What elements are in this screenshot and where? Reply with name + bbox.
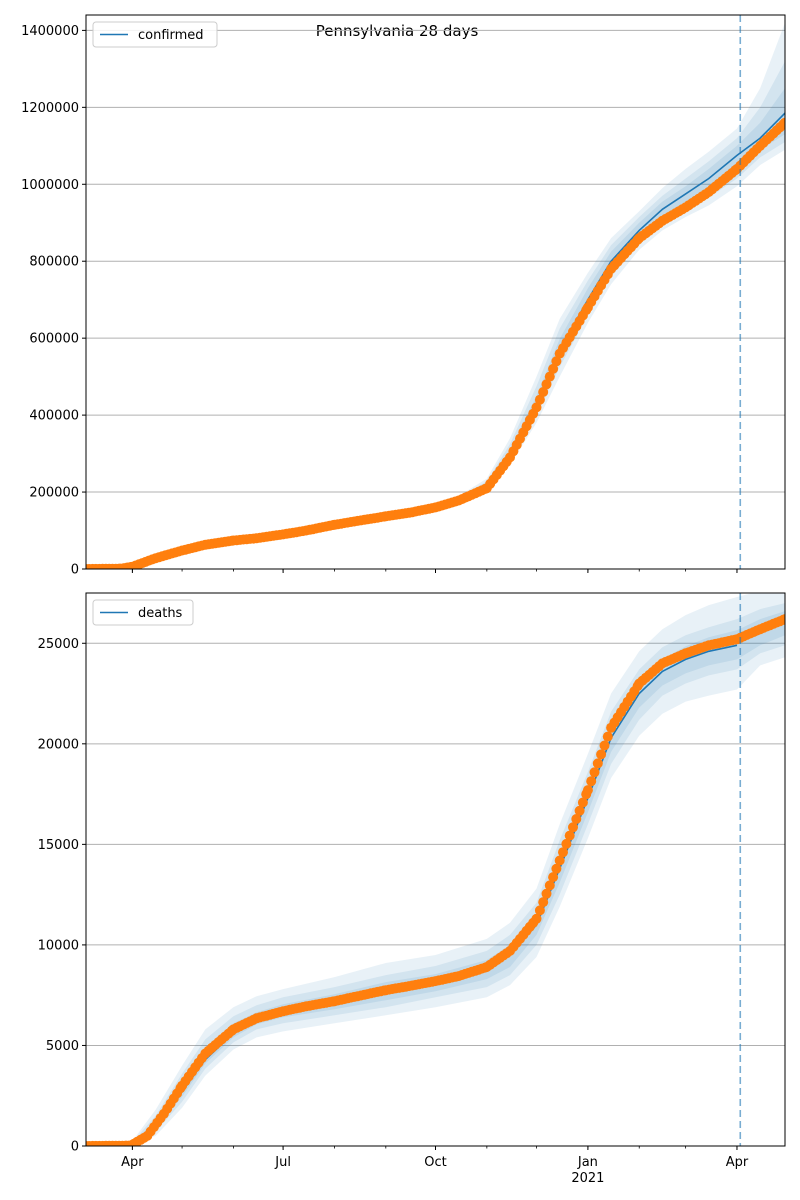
uncertainty-band [435,61,785,509]
observed-point [574,805,585,816]
observed-point [538,387,549,397]
legend-box [92,599,194,626]
legend-label: deaths [138,606,183,621]
x-tick-sublabel: 2021 [571,1171,604,1186]
confirmed-legend: confirmed [92,21,218,48]
y-tick-label: 800000 [29,255,79,270]
observed-point [548,363,559,374]
y-tick-label: 1400000 [21,24,79,39]
observed-point [534,394,545,405]
observed-point [599,740,610,751]
observed-point [561,838,572,849]
legend-box [92,21,218,48]
plot-area [86,22,785,569]
observed-point [571,814,582,824]
y-tick-label: 1200000 [21,101,79,116]
x-tick-label: Apr [121,1155,144,1170]
observed-point [577,797,588,808]
observed-point [541,379,552,390]
y-tick-label: 10000 [38,938,79,953]
deaths-panel: 0 5000 10000 15000 20000 25000 Apr Jul Oct Jan202… [38,592,786,1186]
confirmed-observed-series [86,117,785,569]
confirmed-panel: 0 200000 400000 600000 800000 1000000 1200000 1… [21,14,786,578]
chart-title: Pennsylvania 28 days [316,22,479,40]
observed-point [538,897,549,908]
observed-point [531,913,542,924]
x-tick-label: Oct [424,1155,446,1170]
y-tick-label: 400000 [29,409,79,424]
y-tick-label: 25000 [38,637,79,652]
y-tick-label: 5000 [46,1039,79,1054]
y-tick-label: 0 [71,1140,79,1155]
y-tick-label: 1000000 [21,178,79,193]
y-tick-label: 0 [71,563,79,578]
observed-point [592,758,603,769]
observed-point [544,880,555,891]
observed-point [564,830,575,841]
observed-point [551,863,562,874]
observed-point [551,356,562,367]
observed-point [541,888,552,899]
y-tick-label: 20000 [38,737,79,752]
deaths-legend: deaths [92,599,194,626]
y-tick-label: 600000 [29,332,79,347]
y-tick-label: 15000 [38,838,79,853]
observed-point [586,776,597,787]
observed-point [554,855,565,866]
observed-point [582,785,593,796]
y-tick-label: 200000 [29,486,79,501]
x-tick-label: Jan [577,1155,598,1170]
observed-point [602,731,613,742]
observed-point [558,847,568,858]
observed-point [544,371,555,382]
observed-point [534,905,545,916]
deaths-observed-series [86,614,785,1146]
plot-area [86,593,785,1146]
observed-point [780,117,785,128]
uncertainty-band [435,88,785,509]
observed-point [596,749,607,760]
observed-point [548,872,559,883]
x-tick-label: Jul [274,1155,291,1170]
observed-point [589,767,600,778]
x-tick-label: Apr [726,1155,749,1170]
legend-label: confirmed [138,28,204,43]
observed-point [568,822,578,833]
observed-point [531,402,542,413]
observed-point [780,614,785,625]
